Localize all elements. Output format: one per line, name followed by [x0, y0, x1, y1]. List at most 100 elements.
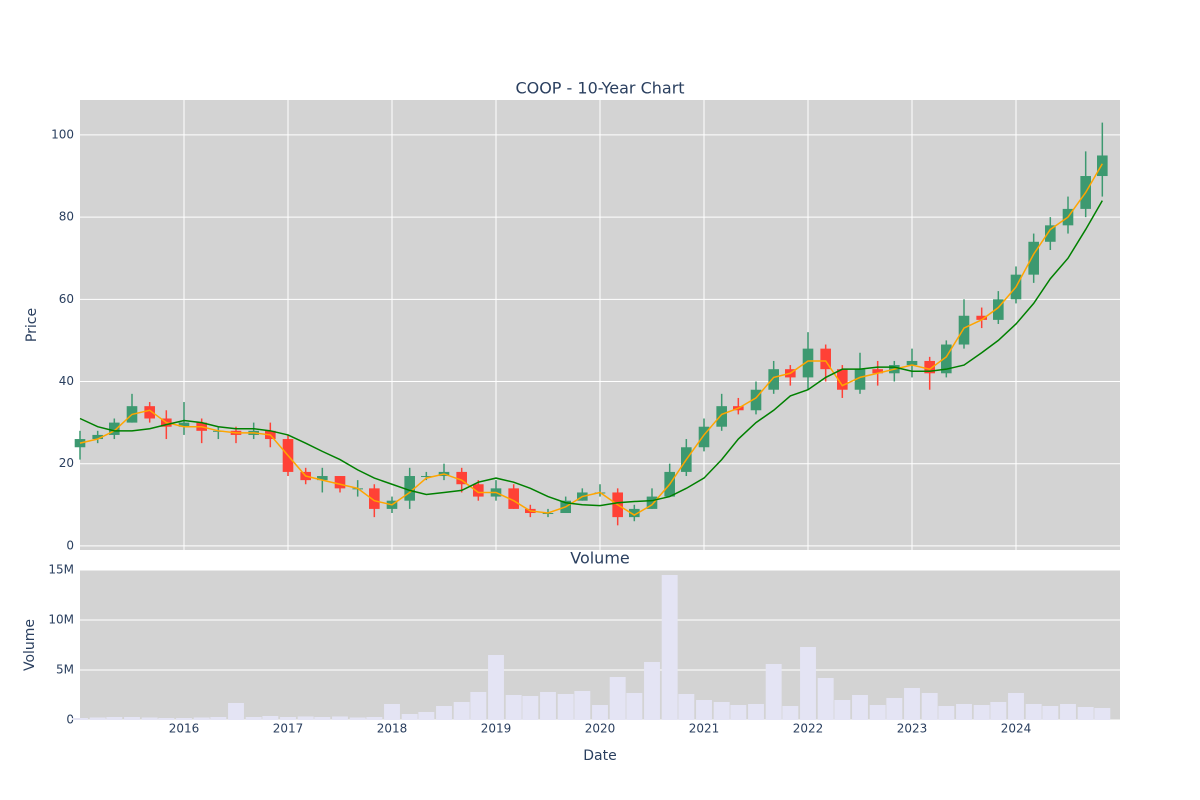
volume-bar — [678, 694, 695, 720]
volume-bar — [418, 712, 435, 720]
volume-bar — [245, 717, 262, 720]
y-tick-label: 20 — [59, 456, 74, 470]
y-tick-label: 40 — [59, 374, 74, 388]
x-tick-label: 2017 — [273, 722, 304, 736]
volume-bar — [89, 717, 106, 720]
volume-bar — [228, 703, 244, 720]
x-tick-label: 2018 — [377, 722, 408, 736]
candle-body — [872, 369, 883, 374]
candle-body — [768, 369, 779, 390]
candle-body — [820, 348, 831, 370]
y-tick-label: 0 — [66, 538, 74, 552]
volume-bar — [574, 691, 591, 720]
volume-bar — [904, 688, 920, 720]
volume-bar — [644, 662, 660, 720]
volume-bar — [1094, 708, 1111, 720]
candle-body — [456, 471, 467, 485]
y-tick-label: 100 — [51, 127, 74, 141]
candle-body — [854, 369, 866, 390]
volume-bar — [956, 704, 972, 720]
x-tick-label: 2019 — [481, 722, 512, 736]
candle-body — [109, 422, 120, 435]
y-tick-label: 60 — [59, 292, 74, 306]
volume-bar — [661, 575, 678, 720]
candle-body — [716, 406, 727, 427]
volume-bar — [834, 700, 851, 720]
candle-body — [976, 315, 987, 320]
candle-body — [646, 496, 658, 509]
volume-bar — [782, 706, 799, 720]
y-tick-label: 10M — [48, 613, 74, 627]
volume-bar — [886, 698, 903, 720]
volume-bar — [1060, 704, 1076, 720]
volume-bar — [800, 647, 816, 720]
volume-bar — [488, 655, 504, 720]
candle-body — [1097, 155, 1108, 177]
candle-body — [802, 348, 814, 378]
volume-bar — [696, 700, 712, 720]
volume-bar — [921, 693, 938, 720]
y-tick-label: 15M — [48, 563, 74, 577]
x-axis-title: Date — [583, 748, 616, 764]
subplot-title: Volume — [570, 549, 630, 568]
candle-body — [1045, 225, 1056, 242]
volume-bar — [280, 717, 296, 720]
volume-bar — [297, 716, 314, 720]
y-tick-label: 5M — [56, 663, 74, 677]
volume-bar — [765, 664, 782, 720]
volume-bar — [141, 717, 158, 720]
volume-bar — [262, 716, 279, 720]
volume-bar — [453, 702, 470, 720]
candle-body — [906, 360, 918, 366]
candle-body — [993, 299, 1004, 320]
moving-average — [79, 200, 1103, 507]
candle-body — [924, 360, 935, 374]
candle-body — [958, 315, 970, 345]
x-tick-label: 2016 — [169, 722, 200, 736]
volume-bar — [973, 705, 990, 720]
candle-body — [421, 476, 432, 478]
volume-bar — [436, 706, 452, 720]
volume-bar — [332, 716, 348, 720]
volume-bar — [384, 704, 400, 720]
candle-body — [1028, 241, 1039, 275]
y-tick-label: 80 — [59, 210, 74, 224]
volume-bar — [938, 706, 955, 720]
volume-bar — [210, 717, 227, 720]
chart-title: COOP - 10-Year Chart — [515, 79, 684, 98]
y-axis-title: Volume — [22, 619, 38, 671]
candle-body — [941, 344, 952, 374]
volume-bar — [470, 692, 487, 720]
x-tick-label: 2020 — [585, 722, 616, 736]
y-tick-label: 0 — [66, 713, 74, 727]
candle-body — [404, 476, 415, 501]
x-tick-label: 2021 — [689, 722, 720, 736]
candle-body — [92, 434, 103, 440]
candle-body — [178, 422, 190, 427]
volume-bar — [366, 717, 383, 720]
volume-bar — [1008, 693, 1024, 720]
volume-plot-bg — [80, 570, 1120, 720]
volume-bar — [349, 717, 366, 720]
candle-body — [698, 426, 710, 448]
volume-bar — [522, 696, 539, 720]
volume-bar — [193, 717, 210, 720]
volume-bar — [557, 694, 574, 720]
volume-bar — [713, 702, 730, 720]
volume-bar — [505, 695, 522, 720]
volume-bar — [1025, 704, 1042, 720]
volume-bar — [609, 677, 626, 720]
volume-bar — [314, 717, 331, 720]
volume-bar — [158, 718, 175, 720]
volume-bar — [1077, 707, 1094, 720]
candle-body — [334, 476, 346, 489]
candle-body — [750, 389, 762, 411]
volume-bar — [72, 718, 88, 720]
volume-bar — [176, 718, 192, 720]
x-tick-label: 2023 — [897, 722, 928, 736]
volume-bar — [124, 717, 140, 720]
candle-body — [629, 508, 640, 518]
x-tick-label: 2022 — [793, 722, 824, 736]
candle-body — [144, 406, 155, 419]
volume-bar — [626, 693, 643, 720]
